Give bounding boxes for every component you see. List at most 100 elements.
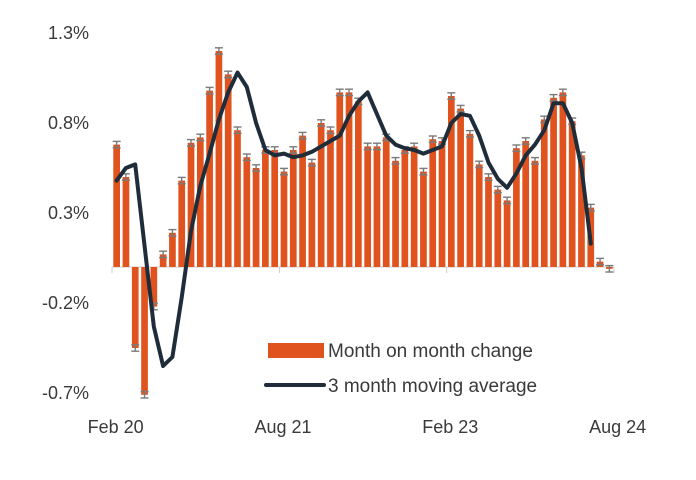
legend-bar-swatch <box>268 343 324 358</box>
bar <box>308 162 316 267</box>
bar <box>299 135 306 267</box>
bar <box>169 232 176 267</box>
error-bar <box>345 88 354 97</box>
error-bar <box>233 126 242 135</box>
y-tick-label: -0.7% <box>42 383 89 403</box>
error-bar <box>289 146 298 154</box>
bar <box>457 108 464 267</box>
x-tick-label: Aug 24 <box>589 417 646 437</box>
bar <box>150 267 158 307</box>
bar <box>345 92 353 268</box>
x-tick-label: Feb 23 <box>422 417 478 437</box>
y-tick-label: 0.8% <box>48 113 89 133</box>
error-bar <box>503 196 512 205</box>
moving-average-line <box>114 70 593 368</box>
error-bar <box>168 228 177 237</box>
error-bar <box>605 264 614 273</box>
error-bar <box>131 344 140 352</box>
bar <box>392 160 399 267</box>
x-tick-label: Aug 21 <box>254 417 311 437</box>
x-tick-label: Feb 20 <box>88 417 144 437</box>
legend-bar-label: Month on month change <box>328 341 533 362</box>
error-bar <box>428 135 437 144</box>
bar <box>289 150 297 267</box>
error-bar <box>307 158 316 167</box>
bar <box>234 130 241 267</box>
bar <box>494 189 502 267</box>
bar <box>513 148 520 267</box>
bar <box>327 130 334 267</box>
bar <box>568 121 576 267</box>
bar <box>485 177 492 267</box>
bar <box>559 92 567 268</box>
y-tick-label: 0.3% <box>48 203 89 223</box>
bar <box>206 90 213 267</box>
error-bar <box>530 156 539 165</box>
bar <box>466 133 474 267</box>
bar <box>280 171 288 267</box>
error-bar <box>140 390 149 399</box>
bar <box>522 141 530 267</box>
bar <box>271 150 279 267</box>
error-bar <box>493 185 502 194</box>
bar <box>159 254 167 267</box>
error-bar <box>224 70 233 79</box>
bar <box>429 139 437 267</box>
error-bar <box>252 164 261 172</box>
bar <box>475 164 483 267</box>
bar <box>540 119 548 268</box>
legend-line-label: 3 month moving average <box>328 376 537 397</box>
error-bar <box>298 131 307 140</box>
error-bar <box>196 133 205 142</box>
bar <box>438 141 446 267</box>
error-bar <box>326 126 335 135</box>
bar <box>447 96 455 267</box>
bar <box>373 146 381 267</box>
y-tick-label: -0.2% <box>42 293 89 313</box>
error-bar <box>596 257 605 266</box>
error-bar <box>177 176 186 185</box>
bar <box>420 171 427 267</box>
error-bar <box>558 88 567 97</box>
bar <box>401 150 409 267</box>
bar <box>243 157 251 267</box>
y-tick-label: 1.3% <box>48 23 89 43</box>
error-bar <box>363 142 372 151</box>
bar <box>262 150 269 267</box>
bar <box>578 155 585 267</box>
x-axis-ticks: Feb 20 Aug 21 Feb 23 Aug 24 <box>88 417 647 437</box>
error-bar <box>475 160 484 169</box>
bar <box>131 267 139 348</box>
error-bar <box>317 119 326 127</box>
error-bar <box>279 167 288 176</box>
error-bar <box>512 144 521 153</box>
bar <box>196 137 204 267</box>
bar <box>178 180 186 267</box>
error-bar <box>549 93 558 102</box>
error-bar <box>205 86 214 95</box>
bar <box>141 267 148 395</box>
bar <box>364 146 371 267</box>
bar <box>122 177 130 267</box>
bar <box>355 101 362 268</box>
error-bar <box>187 138 196 147</box>
bar <box>317 123 325 267</box>
error-bar <box>159 250 168 259</box>
error-bar <box>372 142 381 151</box>
x-axis <box>111 266 615 273</box>
bar <box>113 144 120 267</box>
error-bar <box>335 88 344 97</box>
bar-series <box>113 51 613 395</box>
bar <box>382 137 390 267</box>
bar <box>550 97 557 267</box>
error-bar <box>419 167 428 176</box>
y-axis-ticks: 1.3% 0.8% 0.3% -0.2% -0.7% <box>42 23 89 403</box>
bar <box>215 51 223 267</box>
bar <box>187 142 195 267</box>
bar <box>531 160 539 267</box>
bar <box>224 74 232 268</box>
error-bar <box>465 129 474 138</box>
error-bar <box>391 156 400 165</box>
legend: Month on month change 3 month moving ave… <box>264 341 537 397</box>
